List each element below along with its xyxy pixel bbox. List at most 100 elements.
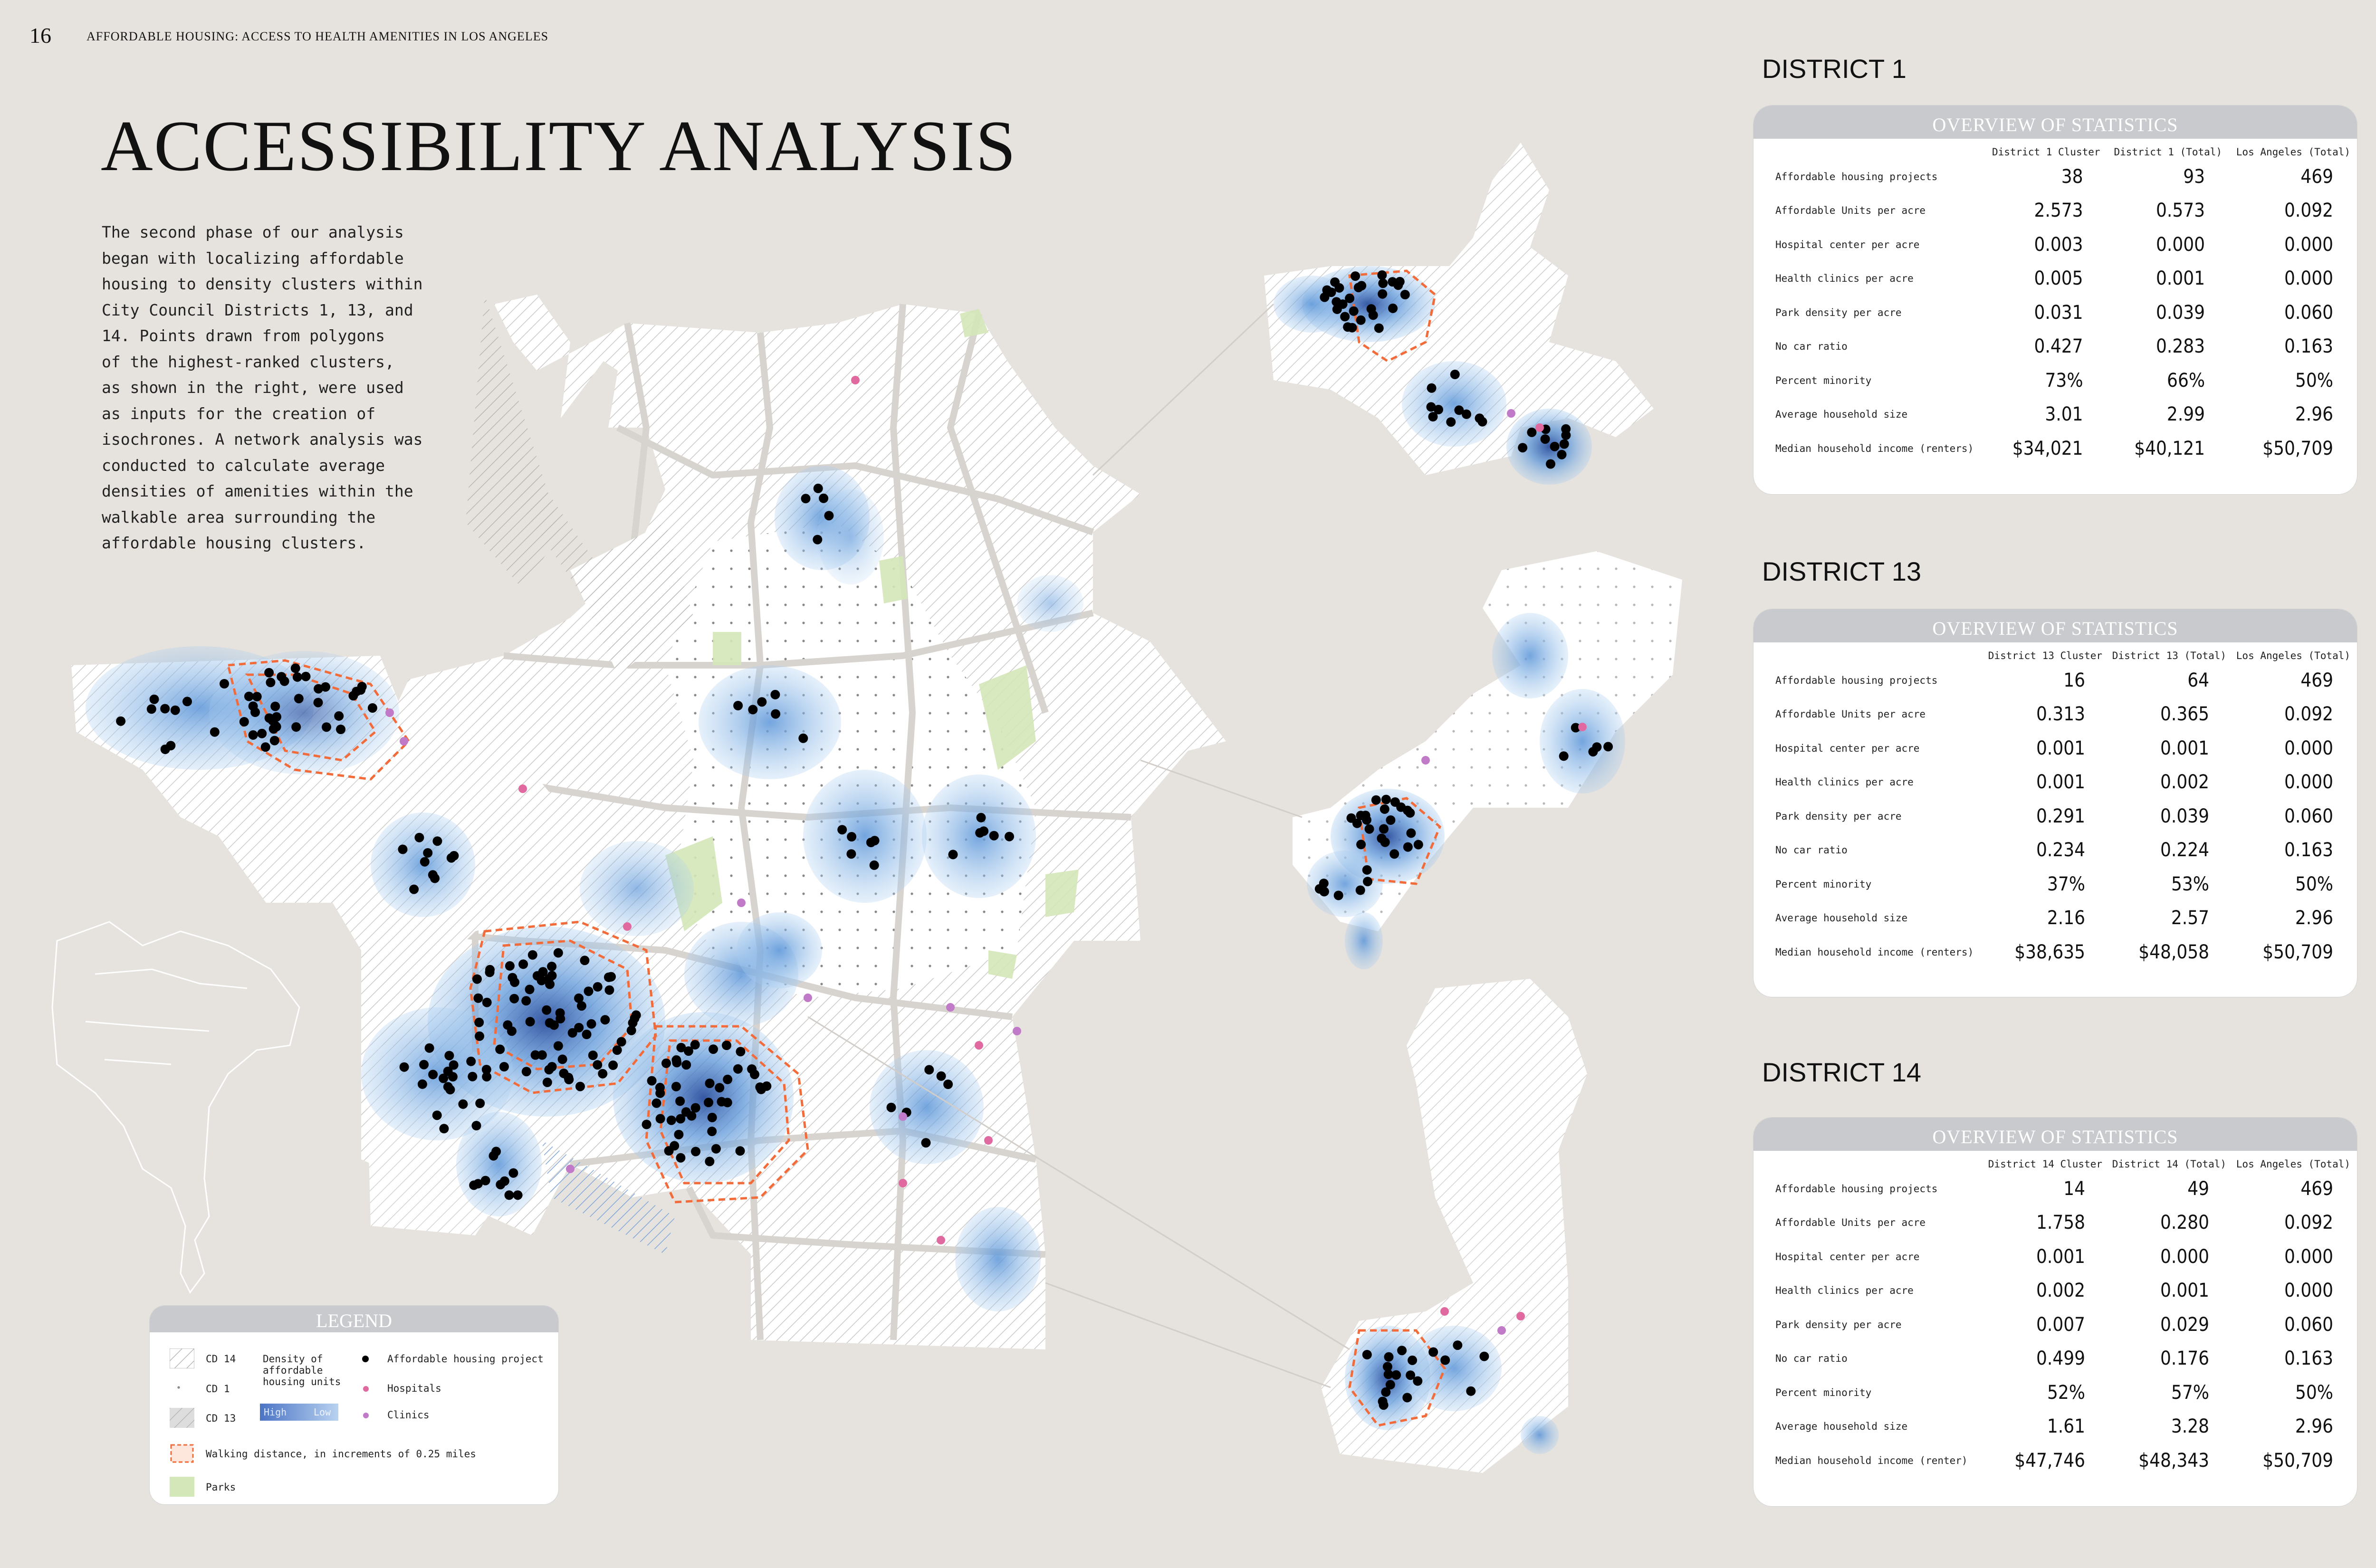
housing-project-dot xyxy=(1397,1346,1407,1356)
housing-project-dot xyxy=(348,691,358,701)
housing-project-dot xyxy=(705,1079,715,1088)
intro-line: began with localizing affordable xyxy=(102,249,404,268)
stat-value: 50% xyxy=(2295,369,2333,392)
housing-project-dot xyxy=(544,1065,554,1075)
hospital-dot xyxy=(1516,1312,1525,1320)
housing-project-dot xyxy=(674,1129,684,1139)
housing-project-dot xyxy=(670,1141,680,1151)
housing-project-dot xyxy=(722,1041,731,1050)
hospital-dot xyxy=(1440,1307,1449,1316)
hospital-dot xyxy=(984,1136,993,1145)
stat-value: 2.96 xyxy=(2295,907,2333,929)
housing-project-dot xyxy=(250,708,260,717)
hospital-dot xyxy=(623,922,632,931)
stats-row: Median household income (renter) $47,746 $… xyxy=(1753,1444,2357,1478)
stat-value: 0.000 xyxy=(2284,233,2333,256)
district-1-title: DISTRICT 1 xyxy=(1762,54,1907,84)
parks-swatch-icon xyxy=(170,1477,194,1497)
housing-project-dot xyxy=(1389,849,1399,859)
housing-project-dot xyxy=(482,997,492,1007)
housing-project-dot xyxy=(757,697,767,707)
housing-project-dot xyxy=(593,1060,603,1070)
housing-project-dot xyxy=(334,711,344,721)
stats-row: Affordable housing projects 16 64 469 xyxy=(1753,663,2357,698)
stat-value: 0.224 xyxy=(2160,839,2209,861)
stat-value: 0.000 xyxy=(2284,737,2333,759)
clinic-dot xyxy=(1507,409,1515,418)
intro-line: 14. Points drawn from polygons xyxy=(102,326,385,345)
housing-project-dot xyxy=(248,730,258,740)
stat-value: 50% xyxy=(2295,1381,2333,1404)
housing-project-dot xyxy=(1403,842,1413,852)
housing-project-dot xyxy=(557,1054,567,1064)
clinic-dot xyxy=(1421,756,1430,765)
stat-value: 0.002 xyxy=(2036,1280,2085,1302)
housing-project-dot xyxy=(1005,832,1014,841)
clinic-dot xyxy=(385,708,394,717)
housing-project-dot xyxy=(813,535,823,545)
housing-project-dot xyxy=(472,974,482,984)
housing-project-dot xyxy=(1340,312,1350,322)
housing-project-dot xyxy=(626,1025,636,1035)
housing-project-dot xyxy=(458,1099,468,1109)
stat-value: $34,021 xyxy=(2012,437,2083,459)
housing-project-dot xyxy=(439,1124,449,1134)
stat-value: 2.57 xyxy=(2171,907,2209,929)
housing-project-dot xyxy=(576,1001,586,1011)
housing-project-dot xyxy=(924,1065,934,1075)
stats-row: Affordable Units per acre 1.758 0.280 0.092 xyxy=(1753,1206,2357,1240)
housing-project-dot xyxy=(1390,797,1400,807)
housing-project-dot xyxy=(170,705,180,715)
walking-distance-swatch-icon xyxy=(170,1444,194,1463)
housing-project-dot xyxy=(824,511,834,521)
cd1-region xyxy=(1264,38,1654,485)
housing-project-dot xyxy=(771,709,781,719)
housing-project-dot xyxy=(432,836,442,846)
housing-project-dot xyxy=(651,1098,661,1108)
legend-density-2: affordable xyxy=(263,1365,323,1376)
housing-project-dot xyxy=(715,1083,725,1093)
cd13-swatch-icon xyxy=(170,1408,194,1428)
stat-value: 53% xyxy=(2171,873,2209,895)
housing-project-dot xyxy=(801,494,811,504)
housing-project-dot xyxy=(675,1096,685,1106)
housing-project-dot xyxy=(1450,370,1460,379)
stat-value: 0.003 xyxy=(2034,233,2083,256)
intro-paragraph: The second phase of our analysis began w… xyxy=(102,220,463,556)
housing-project-dot xyxy=(1453,1340,1463,1350)
housing-project-dot xyxy=(1434,405,1443,414)
intro-line: City Council Districts 1, 13, and xyxy=(102,300,413,319)
housing-project-dot xyxy=(1561,424,1571,434)
housing-project-dot xyxy=(475,1031,484,1041)
housing-project-dot xyxy=(521,996,531,1006)
clinic-dot xyxy=(400,737,408,746)
stat-label: Health clinics per acre xyxy=(1775,776,1914,788)
stat-label: Median household income (renters) xyxy=(1775,442,1974,454)
stat-value: 0.001 xyxy=(2156,268,2205,290)
housing-project-dot xyxy=(313,698,323,708)
la-outline-map xyxy=(51,921,300,1294)
housing-project-dot xyxy=(733,701,743,710)
intro-line: as inputs for the creation of xyxy=(102,404,376,423)
housing-project-dot xyxy=(244,691,254,701)
stat-value: 0.573 xyxy=(2156,200,2205,222)
stats-row: Affordable Units per acre 0.313 0.365 0.092 xyxy=(1753,698,2357,732)
housing-project-dot xyxy=(537,1050,547,1060)
housing-project-dot xyxy=(813,483,823,493)
stat-label: Hospital center per acre xyxy=(1775,1251,1920,1262)
stat-label: Median household income (renters) xyxy=(1775,946,1974,958)
housing-project-dot xyxy=(655,1088,665,1098)
housing-project-dot xyxy=(1588,747,1598,757)
column-header: District 1 Cluster xyxy=(1992,146,2100,158)
housing-project-dot xyxy=(1546,459,1555,469)
housing-project-dot xyxy=(1454,405,1464,415)
stat-value: 38 xyxy=(2061,165,2083,188)
housing-project-dot xyxy=(1540,434,1550,444)
housing-project-dot xyxy=(182,697,192,707)
housing-project-dot xyxy=(160,704,170,714)
intro-line: densities of amenities within the xyxy=(102,482,413,500)
housing-project-dot xyxy=(423,848,433,858)
stats-row: Average household size 1.61 3.28 2.96 xyxy=(1753,1410,2357,1444)
housing-project-dot xyxy=(1427,383,1437,393)
housing-project-dot xyxy=(556,1013,565,1023)
